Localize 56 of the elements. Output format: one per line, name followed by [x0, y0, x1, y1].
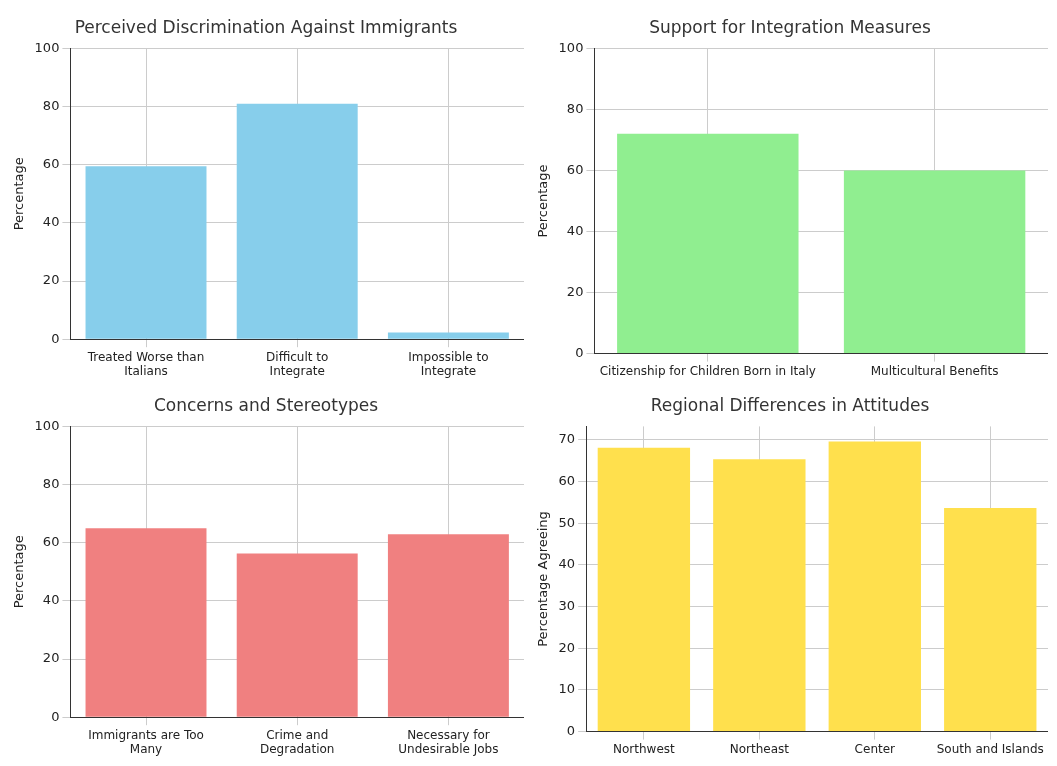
- x-tick-label: Difficult to Integrate: [266, 349, 329, 378]
- y-tick-label: 100: [34, 39, 60, 55]
- bar: [236, 103, 358, 339]
- y-tick-label: 20: [558, 639, 576, 655]
- x-tick-label: Necessary for Undesirable Jobs: [398, 727, 499, 756]
- y-tick-label: 80: [42, 97, 60, 113]
- bar: [944, 508, 1037, 732]
- y-tick-label: 0: [566, 722, 576, 738]
- y-tick-label: 80: [42, 475, 60, 491]
- y-tick-label: 40: [558, 556, 576, 572]
- y-tick-label: 0: [51, 708, 60, 724]
- y-tick-label: 20: [42, 650, 60, 666]
- y-axis-title: Percentage: [11, 157, 27, 231]
- y-axis-title: Percentage: [11, 535, 27, 609]
- y-tick-label: 100: [34, 417, 60, 433]
- y-tick-label: 20: [566, 283, 584, 299]
- y-tick-label: 60: [42, 156, 60, 172]
- x-tick-label: Center: [854, 741, 896, 756]
- y-tick-label: 0: [51, 330, 60, 346]
- y-axis-title: Percentage: [535, 164, 551, 238]
- y-tick-label: 40: [566, 222, 584, 238]
- x-tick-label: Treated Worse than Italians: [86, 349, 205, 378]
- y-tick-label: 40: [42, 592, 60, 608]
- x-tick-label: South and Islands: [936, 741, 1044, 756]
- y-tick-label: 0: [575, 344, 584, 360]
- y-tick-label: 30: [558, 597, 576, 613]
- y-tick-label: 60: [566, 161, 584, 177]
- y-tick-label: 100: [558, 39, 584, 55]
- y-tick-label: 70: [558, 431, 576, 447]
- x-tick-label: Multicultural Benefits: [870, 363, 999, 378]
- y-tick-label: 10: [558, 681, 576, 697]
- bar: [85, 166, 207, 339]
- x-tick-label: Impossible to Integrate: [408, 349, 489, 378]
- y-tick-label: 60: [42, 534, 60, 550]
- chart-title: Concerns and Stereotypes: [153, 394, 379, 415]
- chart-title: Perceived Discrimination Against Immigrants: [74, 16, 458, 37]
- x-tick-label: Immigrants are Too Many: [88, 727, 204, 756]
- bar: [828, 441, 921, 732]
- y-tick-label: 60: [558, 472, 576, 488]
- x-tick-label: Northeast: [729, 741, 790, 756]
- y-tick-label: 50: [558, 514, 576, 530]
- bar: [387, 332, 509, 339]
- bar: [713, 459, 806, 732]
- chart-title: Support for Integration Measures: [649, 16, 931, 37]
- x-tick-label: Northwest: [613, 741, 676, 756]
- chart-title: Regional Differences in Attitudes: [650, 394, 930, 415]
- bar: [387, 534, 509, 717]
- x-tick-label: Crime and Degradation: [259, 727, 335, 756]
- y-tick-label: 40: [42, 214, 60, 230]
- x-tick-label: Citizenship for Children Born in Italy: [599, 363, 816, 378]
- y-tick-label: 20: [42, 272, 60, 288]
- y-axis-title: Percentage Agreeing: [535, 511, 551, 647]
- bar: [236, 553, 358, 717]
- bar: [597, 447, 691, 732]
- bar: [85, 528, 207, 717]
- y-tick-label: 80: [566, 100, 584, 116]
